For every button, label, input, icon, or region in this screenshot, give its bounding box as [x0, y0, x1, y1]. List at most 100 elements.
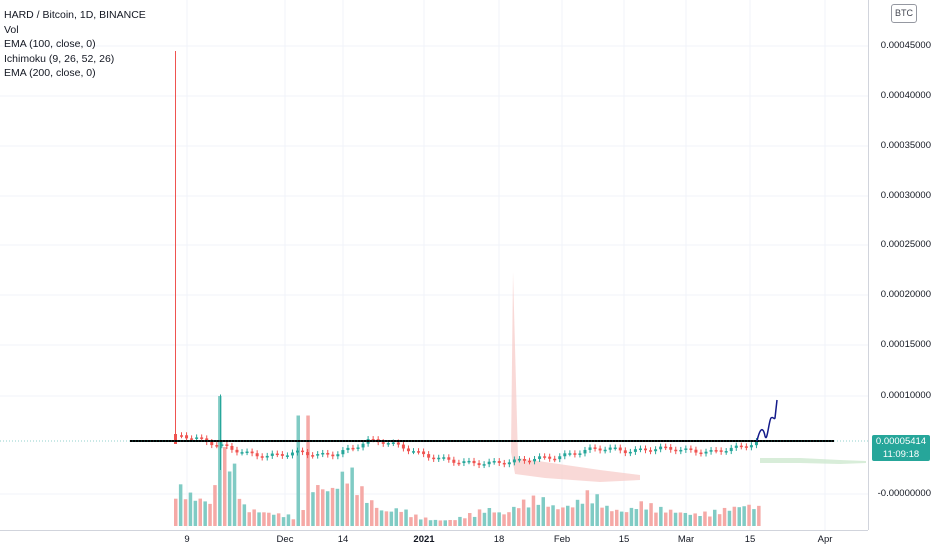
- candle: [321, 452, 325, 455]
- candle: [210, 442, 214, 446]
- legend-ema200[interactable]: EMA (200, close, 0): [4, 67, 96, 79]
- candle: [467, 460, 471, 463]
- candle: [633, 449, 637, 452]
- candle: [381, 442, 385, 444]
- candle: [563, 453, 567, 457]
- candle: [406, 448, 410, 452]
- candle: [684, 448, 688, 450]
- volume-bar: [708, 516, 712, 526]
- time-tick-label: Dec: [276, 534, 294, 545]
- candle: [200, 437, 204, 439]
- candle: [689, 448, 693, 450]
- volume-bar: [541, 497, 545, 526]
- volume-bar: [536, 504, 541, 526]
- legend-symbol[interactable]: HARD / Bitcoin, 1D, BINANCE: [4, 9, 146, 21]
- volume-bar: [306, 415, 310, 526]
- volume-bar: [742, 506, 746, 526]
- candle: [185, 435, 189, 439]
- time-axis[interactable]: 9 Dec 14 2021 18 Feb 15 Mar 15 Apr: [0, 530, 868, 551]
- volume-bar: [276, 513, 281, 526]
- volume-bar: [232, 463, 237, 526]
- volume-bar: [208, 503, 212, 526]
- candle: [180, 435, 183, 437]
- time-tick-label: 2021: [413, 534, 435, 545]
- volume-bar: [502, 514, 506, 526]
- candle: [296, 450, 299, 453]
- candle: [724, 451, 728, 453]
- legend-ema100[interactable]: EMA (100, close, 0): [4, 38, 96, 50]
- time-tick-label: 15: [618, 534, 630, 545]
- price-tick-label: 0.00020000: [880, 289, 931, 300]
- candle: [437, 457, 441, 460]
- candle: [734, 445, 738, 448]
- legend-ichimoku[interactable]: Ichimoku (9, 26, 52, 26): [4, 52, 115, 65]
- chart-area[interactable]: HARD / Bitcoin, 1D, BINANCE Vol EMA (100…: [0, 0, 868, 530]
- volume-bar: [350, 467, 354, 526]
- volume-bar: [752, 509, 756, 526]
- volume-bar: [291, 519, 296, 526]
- volume-bar: [428, 520, 433, 526]
- volume-bar: [409, 517, 413, 526]
- volume-bar: [374, 507, 379, 526]
- candle: [517, 459, 521, 461]
- candle: [659, 446, 663, 450]
- volume-bar: [262, 512, 266, 526]
- volume-bar: [213, 485, 217, 526]
- candle: [649, 450, 653, 452]
- volume-bar: [698, 516, 702, 526]
- volume-bar: [286, 514, 291, 526]
- volume-bar: [252, 509, 256, 526]
- candle: [412, 451, 415, 453]
- candle: [285, 455, 289, 457]
- volume-bar: [404, 509, 408, 526]
- candle: [558, 456, 562, 460]
- candle: [215, 445, 219, 447]
- volume-bar: [379, 510, 384, 526]
- volume-bar: [507, 512, 511, 526]
- time-tick-label: Apr: [817, 534, 833, 545]
- legend-vol[interactable]: Vol: [4, 23, 19, 36]
- volume-bar: [365, 502, 369, 526]
- candle: [301, 450, 305, 453]
- candle: [492, 461, 496, 463]
- volume-bar: [178, 484, 183, 526]
- volume-bar: [517, 508, 521, 526]
- candle: [265, 455, 269, 458]
- candle: [396, 442, 400, 445]
- candle: [275, 453, 279, 456]
- candle: [553, 458, 557, 461]
- volume-bar: [717, 514, 722, 526]
- price-chart[interactable]: [0, 0, 868, 530]
- volume-bar: [330, 487, 335, 526]
- volume-bar: [531, 495, 536, 526]
- volume-bar: [512, 506, 516, 526]
- candle: [472, 460, 476, 464]
- volume-bar: [624, 512, 629, 526]
- volume-bar: [477, 509, 482, 526]
- volume-bar: [340, 471, 345, 526]
- volume-bar: [247, 512, 251, 526]
- volume-bar: [561, 507, 565, 526]
- volume-bar: [757, 505, 761, 526]
- price-tick-label: 0.00015000: [880, 339, 931, 350]
- candle: [583, 449, 587, 454]
- candle: [386, 443, 390, 445]
- candle: [714, 450, 718, 452]
- candle: [371, 439, 375, 441]
- volume-bar: [384, 511, 389, 526]
- volume-bar: [188, 492, 193, 526]
- candle: [477, 463, 481, 466]
- currency-button[interactable]: BTC: [891, 4, 917, 23]
- candle: [739, 445, 743, 448]
- volume-bar: [497, 512, 501, 526]
- volume-bar: [482, 512, 487, 526]
- candle: [608, 447, 612, 450]
- candle: [548, 456, 552, 459]
- candle: [190, 438, 194, 440]
- volume-bar: [174, 498, 178, 526]
- volume-bar: [448, 519, 452, 526]
- volume-bar: [526, 507, 531, 526]
- candle: [401, 444, 405, 449]
- candle: [174, 434, 177, 444]
- candle: [195, 437, 199, 439]
